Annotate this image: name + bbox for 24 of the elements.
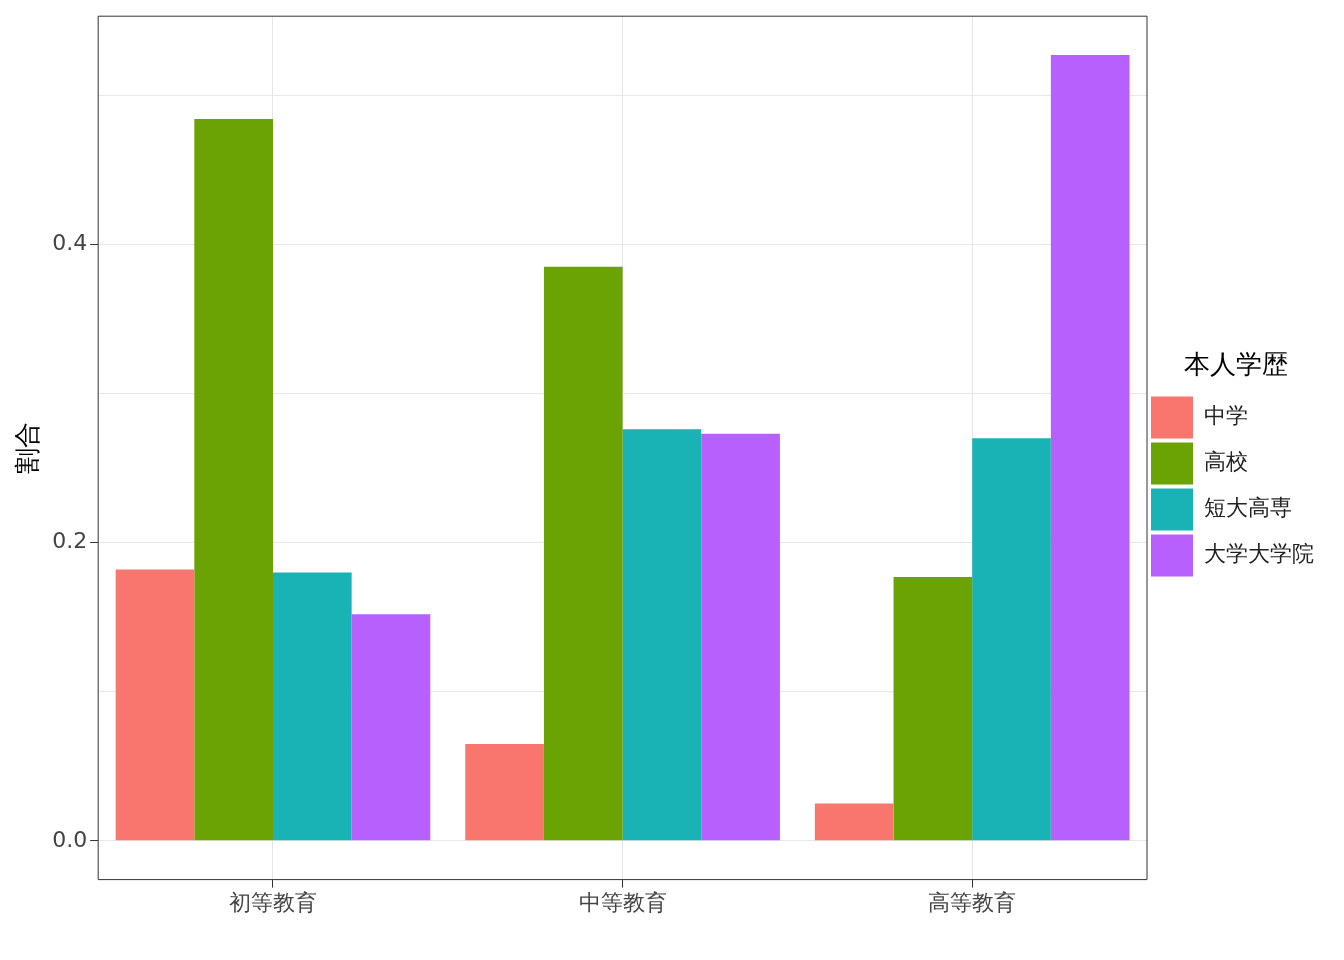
bar	[543, 266, 623, 841]
x-tick-label: 中等教育	[578, 889, 667, 915]
y-tick-label: 0.4	[52, 230, 88, 256]
bar	[622, 429, 702, 841]
y-axis-title: 割合	[12, 421, 43, 474]
legend-label: 中学	[1204, 403, 1248, 429]
bar	[972, 438, 1051, 841]
legend-title: 本人学歴	[1183, 349, 1288, 380]
bar	[272, 572, 352, 841]
legend-label: 短大高専	[1204, 495, 1292, 521]
legend-label: 大学大学院	[1204, 541, 1314, 567]
bar	[465, 743, 544, 841]
bar	[701, 433, 780, 841]
bar	[194, 119, 273, 841]
bar	[351, 614, 431, 841]
y-tick-label: 0.0	[52, 826, 88, 852]
x-tick-label: 初等教育	[228, 889, 317, 915]
bar	[814, 803, 894, 841]
bar	[115, 569, 195, 841]
x-tick-label: 高等教育	[928, 889, 1017, 915]
legend-label: 高校	[1204, 449, 1248, 475]
y-tick-label: 0.2	[52, 528, 88, 554]
bar	[1050, 54, 1130, 841]
bar	[893, 576, 973, 841]
